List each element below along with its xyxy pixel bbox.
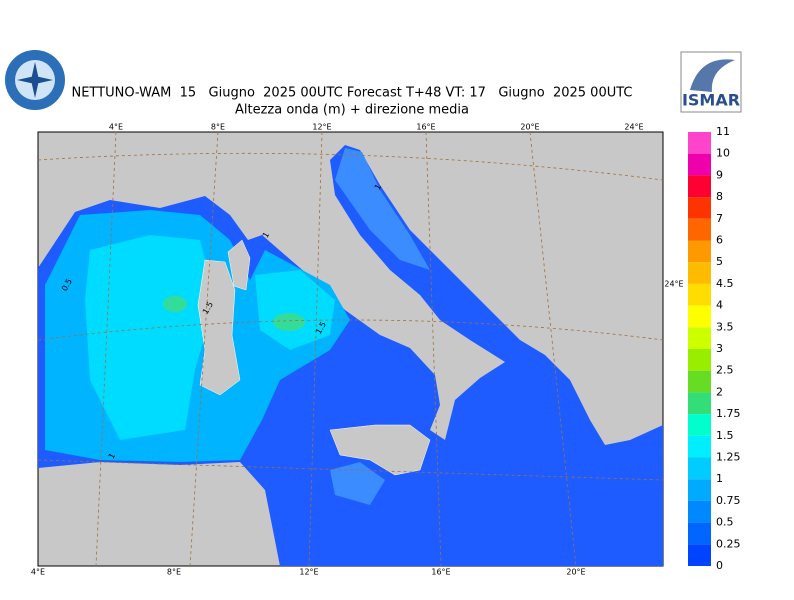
colorbar-label: 4.5 xyxy=(716,277,734,290)
colorbar-swatch xyxy=(688,435,711,458)
colorbar-label: 1.75 xyxy=(716,407,741,420)
lon-label: 8°E xyxy=(167,568,181,577)
colorbar-swatch xyxy=(688,240,711,263)
colorbar-swatch xyxy=(688,457,711,480)
colorbar-label: 3.5 xyxy=(716,320,734,333)
colorbar-label: 5 xyxy=(716,255,723,268)
colorbar-swatch xyxy=(688,175,711,198)
lon-label: 24°E xyxy=(624,123,643,132)
colorbar-swatch xyxy=(688,544,711,566)
colorbar-label: 0 xyxy=(716,559,723,572)
lon-label: 4°E xyxy=(109,123,123,132)
colorbar-label: 7 xyxy=(716,212,723,225)
lon-label: 8°E xyxy=(211,123,225,132)
colorbar-swatch xyxy=(688,305,711,328)
colorbar-label: 8 xyxy=(716,190,723,203)
colorbar-swatch xyxy=(688,392,711,415)
colorbar-label: 9 xyxy=(716,168,723,181)
colorbar-swatch xyxy=(688,414,711,436)
colorbar-label: 6 xyxy=(716,234,723,247)
colorbar-swatch xyxy=(688,500,711,523)
colorbar-swatch xyxy=(688,522,711,545)
colorbar-swatch xyxy=(688,218,711,241)
colorbar-label: 4 xyxy=(716,299,723,312)
colorbar-swatch xyxy=(688,349,711,371)
contour-label: 1 xyxy=(373,183,383,192)
colorbar-swatch xyxy=(688,370,711,393)
colorbar-swatch xyxy=(688,327,711,349)
colorbar-swatch xyxy=(688,153,711,176)
colorbar-label: 0.25 xyxy=(716,537,741,550)
colorbar-swatch xyxy=(688,283,711,306)
colorbar-label: 11 xyxy=(716,125,730,138)
colorbar-label: 0.5 xyxy=(716,516,734,529)
lon-label: 24°E xyxy=(664,280,683,289)
colorbar-label: 10 xyxy=(716,147,730,160)
colorbar-label: 1.5 xyxy=(716,429,734,442)
lon-label: 16°E xyxy=(416,123,435,132)
contour-label: 1 xyxy=(107,452,117,461)
colorbar-label: 0.75 xyxy=(716,494,741,507)
colorbar-swatch xyxy=(688,132,711,154)
logo-text: ISMAR xyxy=(682,91,740,110)
lon-label: 12°E xyxy=(312,123,331,132)
title: NETTUNO-WAM 15 Giugno 2025 00UTC Forecas… xyxy=(71,86,632,101)
colorbar-label: 1 xyxy=(716,472,723,485)
map xyxy=(37,131,664,567)
lon-label: 16°E xyxy=(431,568,450,577)
subtitle: Altezza onda (m) + direzione media xyxy=(235,103,469,118)
colorbar-swatch xyxy=(688,262,711,284)
colorbar-label: 1.25 xyxy=(716,451,741,464)
left-logo xyxy=(5,50,65,110)
contour-label: 1 xyxy=(261,231,271,240)
colorbar-label: 2.5 xyxy=(716,364,734,377)
lon-label: 4°E xyxy=(31,568,45,577)
ismar-logo: ISMAR xyxy=(680,51,742,113)
lon-label: 20°E xyxy=(520,123,539,132)
lon-label: 20°E xyxy=(566,568,585,577)
colorbar-label: 2 xyxy=(716,385,723,398)
colorbar-swatch xyxy=(688,479,711,501)
colorbar-label: 3 xyxy=(716,342,723,355)
lon-label: 12°E xyxy=(299,568,318,577)
colorbar-swatch xyxy=(688,197,711,219)
